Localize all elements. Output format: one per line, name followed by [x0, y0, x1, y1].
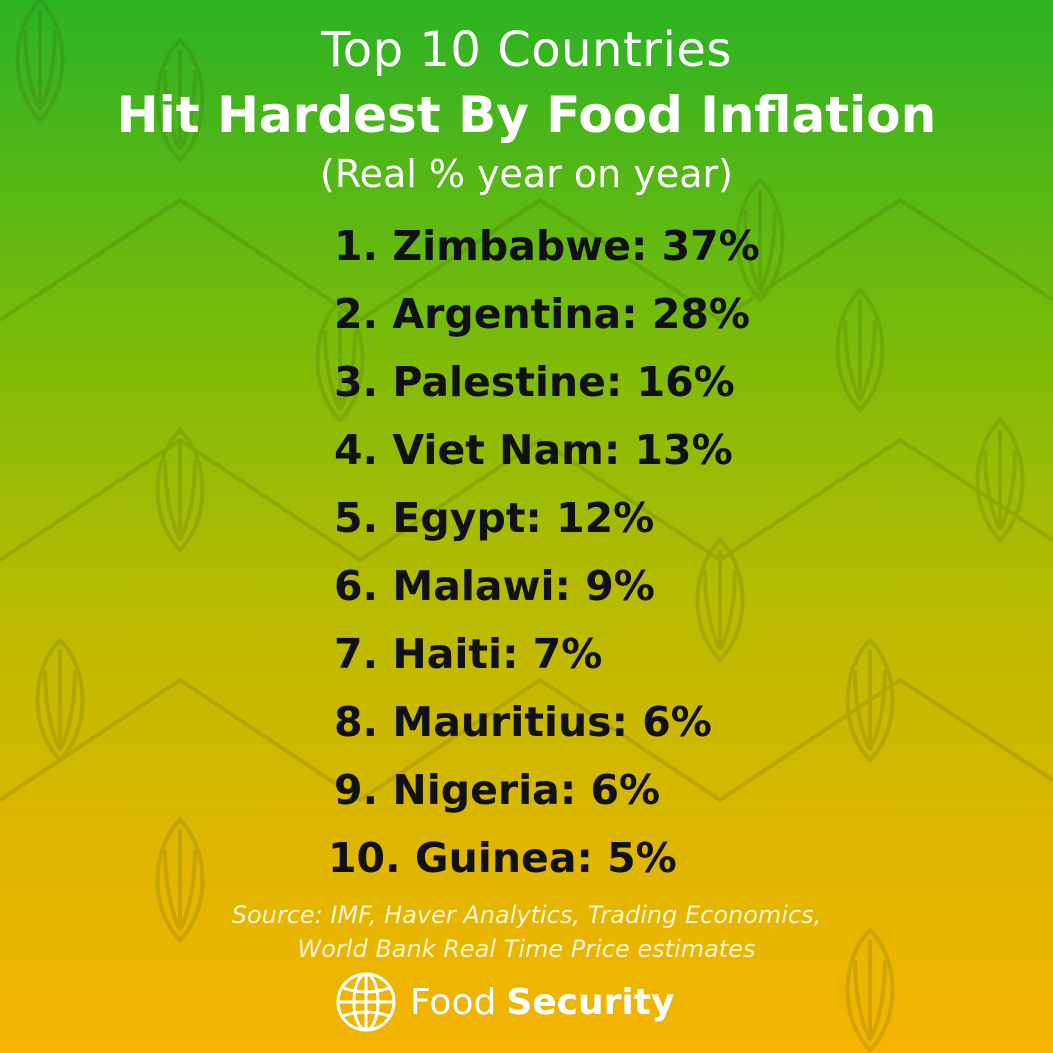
separator: :	[611, 698, 643, 746]
country-name: Egypt	[392, 494, 526, 542]
inflation-value: 16%	[636, 358, 735, 406]
list-item: 7. Haiti: 7%	[0, 620, 1053, 688]
rank-number: 6.	[334, 562, 379, 610]
separator: :	[621, 290, 652, 338]
separator: :	[554, 562, 586, 610]
brand-word-food: Food	[410, 981, 497, 1023]
country-name: Nigeria	[392, 766, 560, 814]
country-name: Mauritius	[392, 698, 612, 746]
rank-number: 1.	[334, 222, 379, 270]
title-line-1: Top 10 Countries	[321, 22, 732, 78]
title-line-2: Hit Hardest By Food Inflation	[116, 86, 937, 144]
inflation-value: 37%	[661, 222, 760, 270]
inflation-value: 5%	[607, 834, 677, 882]
brand-word-security: Security	[506, 981, 675, 1023]
list-item: 6. Malawi: 9%	[0, 552, 1053, 620]
list-item: 5. Egypt: 12%	[0, 484, 1053, 552]
inflation-value: 28%	[651, 290, 751, 338]
rank-number: 2.	[334, 290, 379, 338]
separator: :	[630, 222, 662, 270]
brand-logo: Food Security	[334, 970, 674, 1034]
list-item: 2. Argentina: 28%	[0, 280, 1053, 348]
rank-number: 9.	[334, 766, 379, 814]
inflation-value: 9%	[585, 562, 655, 610]
source-line-1: Source: IMF, Haver Analytics, Trading Ec…	[231, 901, 822, 929]
country-name: Haiti	[392, 630, 503, 678]
rank-number: 5.	[334, 494, 379, 542]
inflation-value: 12%	[556, 494, 655, 542]
list-item: 10. Guinea: 5%	[0, 824, 1053, 892]
country-name: Zimbabwe	[392, 222, 631, 270]
globe-icon	[336, 972, 396, 1032]
country-name: Malawi	[392, 562, 555, 610]
separator: :	[559, 766, 591, 814]
subtitle: (Real % year on year)	[320, 152, 733, 196]
list-item: 3. Palestine: 16%	[0, 348, 1053, 416]
rank-number: 3.	[334, 358, 379, 406]
rank-number: 7.	[334, 630, 379, 678]
separator: :	[502, 630, 533, 678]
inflation-value: 7%	[532, 630, 603, 678]
source-note: Source: IMF, Haver Analytics, Trading Ec…	[0, 898, 1053, 966]
country-name: Argentina	[392, 290, 622, 338]
country-name: Viet Nam	[392, 426, 604, 474]
inflation-value: 13%	[634, 426, 733, 474]
rank-number: 4.	[334, 426, 379, 474]
list-item: 8. Mauritius: 6%	[0, 688, 1053, 756]
source-line-2: World Bank Real Time Price estimates	[297, 935, 756, 963]
inflation-value: 6%	[642, 698, 712, 746]
list-item: 1. Zimbabwe: 37%	[0, 212, 1053, 280]
ranking-list: 1. Zimbabwe: 37% 2. Argentina: 28% 3. Pa…	[0, 212, 1053, 892]
rank-number: 8.	[334, 698, 379, 746]
separator: :	[525, 494, 557, 542]
country-name: Guinea	[414, 834, 577, 882]
inflation-value: 6%	[590, 766, 661, 814]
country-name: Palestine	[392, 358, 606, 406]
separator: :	[605, 358, 637, 406]
list-item: 9. Nigeria: 6%	[0, 756, 1053, 824]
rank-number: 10.	[328, 834, 401, 882]
separator: :	[603, 426, 635, 474]
separator: :	[576, 834, 608, 882]
list-item: 4. Viet Nam: 13%	[0, 416, 1053, 484]
